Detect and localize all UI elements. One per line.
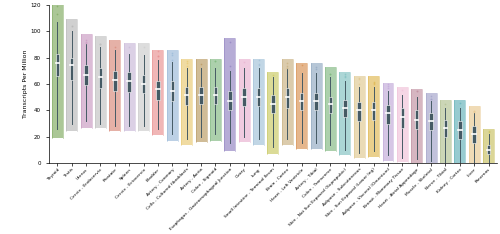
Bar [242, 88, 246, 106]
Point [68, 24, 76, 28]
Point [82, 38, 90, 41]
Point [355, 76, 363, 80]
Bar [415, 110, 418, 129]
Point [96, 42, 104, 46]
Y-axis label: Transcripts Per Million: Transcripts Per Million [23, 50, 28, 118]
Bar [142, 75, 146, 93]
Bar [430, 113, 433, 130]
Point [355, 83, 363, 86]
Bar [487, 145, 490, 154]
Point [470, 110, 478, 113]
Point [284, 66, 292, 69]
Bar [271, 95, 274, 113]
Bar [400, 108, 404, 128]
Point [254, 58, 262, 62]
Point [355, 78, 363, 81]
Point [226, 65, 234, 68]
Point [82, 40, 90, 44]
Point [96, 42, 104, 46]
Point [182, 59, 190, 62]
Point [168, 51, 176, 55]
Point [398, 88, 406, 92]
Point [412, 89, 420, 93]
Point [370, 82, 378, 86]
Point [341, 75, 349, 79]
Point [326, 72, 334, 76]
Point [284, 64, 292, 68]
Point [125, 45, 133, 49]
Point [312, 65, 320, 69]
Bar [98, 68, 102, 88]
Point [168, 54, 176, 57]
Bar [185, 87, 188, 105]
Bar [343, 100, 346, 117]
Bar [328, 97, 332, 113]
Bar [156, 81, 160, 100]
Point [484, 130, 492, 134]
Point [182, 64, 190, 68]
Bar [214, 87, 217, 104]
Point [254, 62, 262, 66]
Point [154, 49, 162, 53]
Point [370, 80, 378, 84]
Point [168, 58, 176, 62]
Point [212, 59, 220, 63]
Bar [70, 58, 73, 80]
Point [470, 109, 478, 113]
Point [254, 63, 262, 67]
Point [197, 62, 205, 66]
Bar [300, 93, 304, 110]
Point [111, 45, 119, 49]
Bar [56, 54, 59, 76]
Bar [128, 72, 131, 92]
Bar [458, 121, 462, 139]
Point [427, 94, 435, 98]
Point [284, 61, 292, 65]
Bar [444, 120, 447, 137]
Bar [170, 81, 174, 101]
Bar [113, 71, 116, 91]
Bar [358, 102, 361, 121]
Point [384, 86, 392, 90]
Point [370, 81, 378, 84]
Point [384, 82, 392, 86]
Point [312, 67, 320, 71]
Bar [386, 105, 390, 124]
Bar [314, 93, 318, 110]
Point [442, 102, 450, 106]
Point [298, 63, 306, 67]
Point [427, 97, 435, 101]
Point [427, 97, 435, 101]
Point [470, 109, 478, 113]
Point [384, 84, 392, 88]
Point [96, 42, 104, 46]
Point [54, 12, 62, 16]
Bar [472, 126, 476, 143]
Point [140, 45, 147, 49]
Bar [286, 88, 289, 108]
Bar [200, 87, 203, 104]
Point [412, 89, 420, 92]
Point [212, 59, 220, 63]
Point [82, 41, 90, 45]
Point [269, 73, 277, 77]
Point [240, 60, 248, 64]
Point [341, 74, 349, 77]
Point [456, 101, 464, 105]
Bar [372, 102, 376, 120]
Point [484, 129, 492, 132]
Point [154, 55, 162, 58]
Bar [257, 88, 260, 106]
Point [182, 61, 190, 65]
Bar [84, 66, 88, 85]
Point [154, 55, 162, 58]
Point [54, 5, 62, 8]
Point [226, 40, 234, 44]
Point [326, 72, 334, 76]
Bar [228, 91, 232, 110]
Point [68, 24, 76, 28]
Point [341, 72, 349, 76]
